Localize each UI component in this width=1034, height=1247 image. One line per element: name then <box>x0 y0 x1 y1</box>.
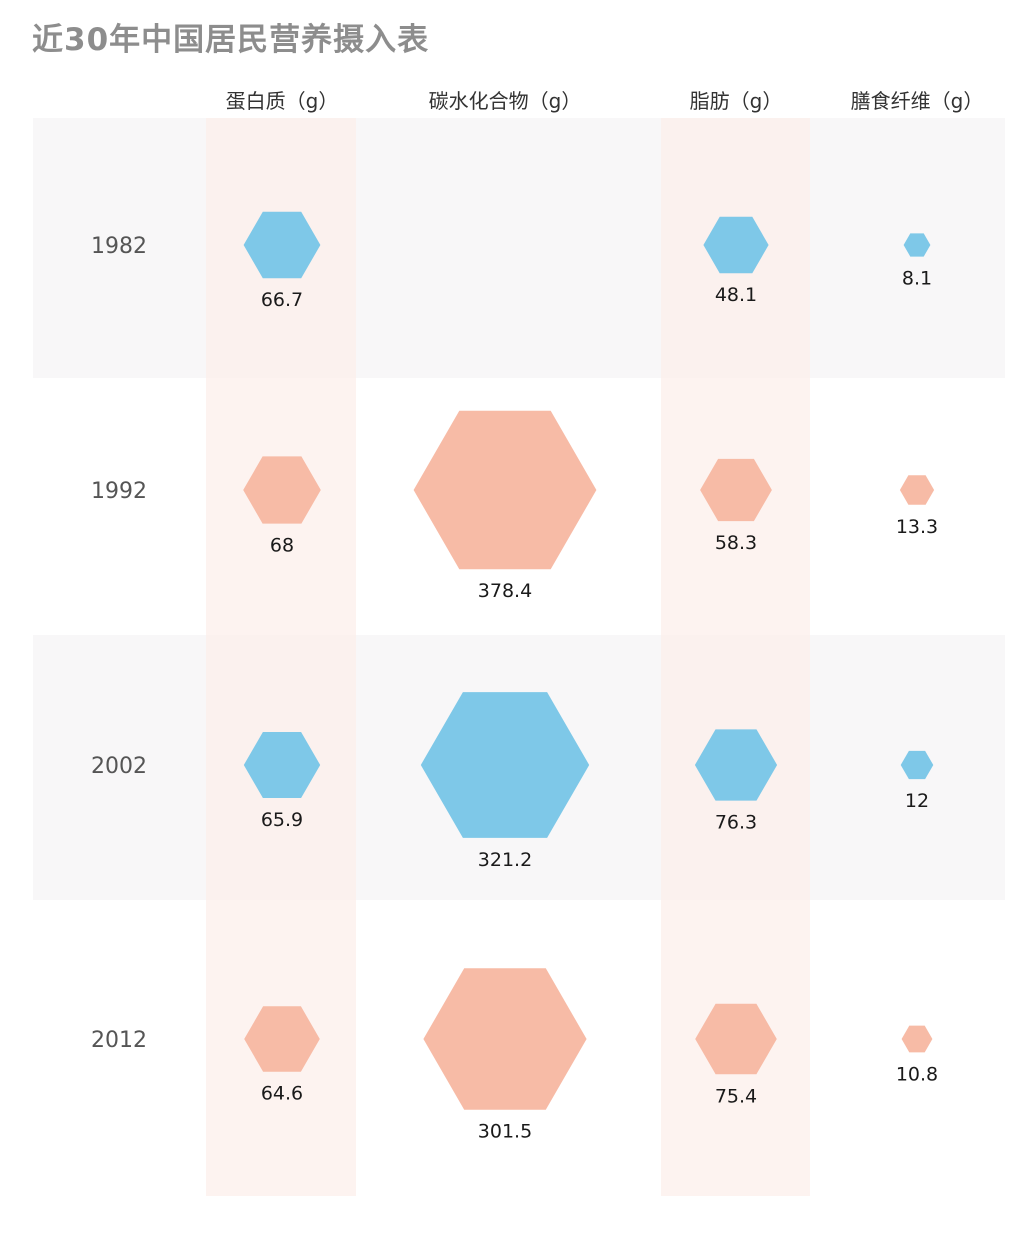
value-label: 12 <box>905 790 929 812</box>
value-label: 378.4 <box>478 580 532 602</box>
value-label: 75.4 <box>715 1085 757 1107</box>
hexagon-marks <box>243 211 935 1110</box>
value-label: 76.3 <box>715 812 757 834</box>
hexagon-mark <box>420 692 590 838</box>
chart-title: 近30年中国居民营养摄入表 <box>32 22 430 58</box>
hexagon-mark <box>244 1006 320 1072</box>
value-label: 321.2 <box>478 849 532 871</box>
hexagon-mark <box>899 475 935 505</box>
hexagon-mark <box>243 456 321 524</box>
hexagon-mark <box>695 1003 777 1075</box>
row-year-label: 1982 <box>91 234 147 259</box>
value-label: 66.7 <box>261 289 303 311</box>
row-band-1982 <box>33 118 1005 378</box>
row-year-label: 2012 <box>91 1028 147 1053</box>
hexagon-mark <box>901 1025 933 1053</box>
value-label: 48.1 <box>715 284 757 306</box>
hexagon-mark <box>694 729 778 801</box>
column-header: 碳水化合物（g） <box>429 89 582 113</box>
column-header: 膳食纤维（g） <box>851 89 984 113</box>
hexagon-mark <box>900 750 934 780</box>
hexagon-mark <box>243 211 321 279</box>
value-labels: 66.7 48.1 8.1 68 378.4 58.3 13.3 65.9 321.2 76.3 1… <box>261 268 938 1143</box>
hexagon-mark <box>703 216 769 274</box>
hexagon-mark <box>413 410 597 570</box>
value-label: 301.5 <box>478 1121 532 1143</box>
hexagon-mark <box>903 233 931 257</box>
column-header: 蛋白质（g） <box>226 89 339 113</box>
hexagon-mark <box>423 968 587 1110</box>
row-year-labels: 1982 1992 2002 2012 <box>91 234 147 1053</box>
row-bands <box>33 118 1005 900</box>
row-year-label: 2002 <box>91 754 147 779</box>
column-headers: 蛋白质（g） 碳水化合物（g） 脂肪（g） 膳食纤维（g） <box>226 89 984 113</box>
value-label: 10.8 <box>896 1063 938 1085</box>
hexagon-mark <box>700 458 772 522</box>
value-label: 8.1 <box>902 268 932 290</box>
value-label: 65.9 <box>261 809 303 831</box>
column-header: 脂肪（g） <box>690 89 783 113</box>
row-year-label: 1992 <box>91 479 147 504</box>
value-label: 13.3 <box>896 516 938 538</box>
value-label: 64.6 <box>261 1083 303 1105</box>
hexagon-mark <box>243 732 321 798</box>
value-label: 58.3 <box>715 532 757 554</box>
value-label: 68 <box>270 535 294 557</box>
